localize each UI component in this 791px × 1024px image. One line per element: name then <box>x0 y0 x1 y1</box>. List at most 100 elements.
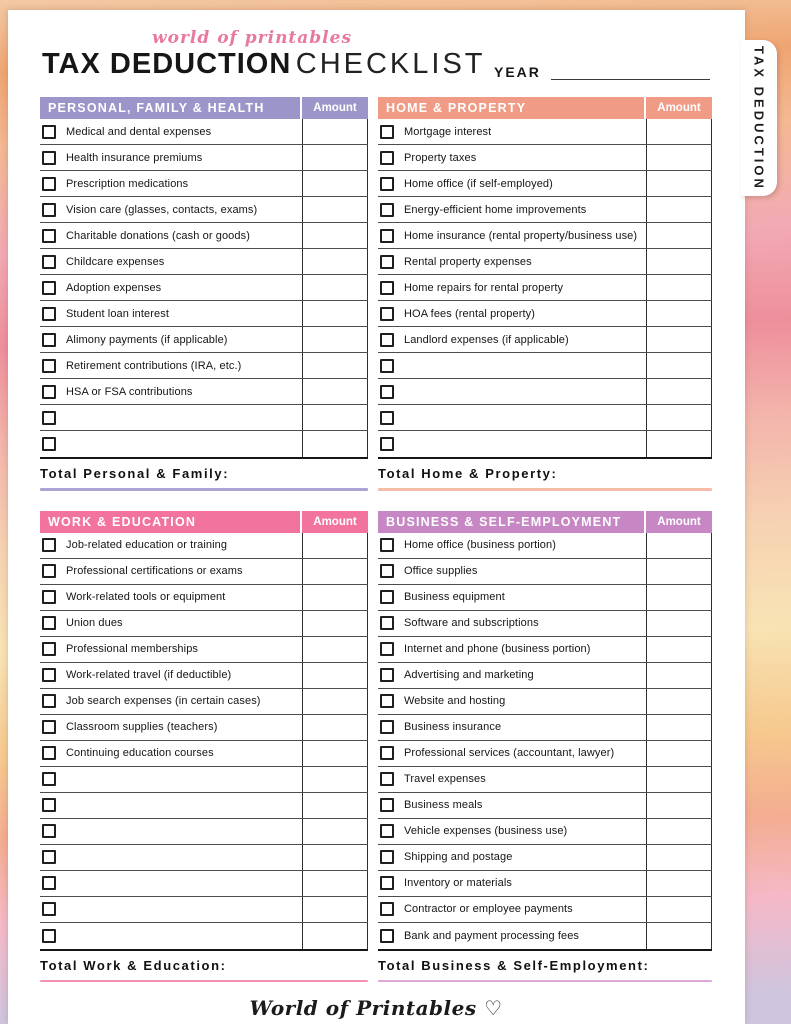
amount-cell[interactable] <box>646 792 712 818</box>
checkbox[interactable] <box>42 124 56 139</box>
amount-cell[interactable] <box>302 818 368 844</box>
checkbox[interactable] <box>380 437 394 451</box>
checkbox[interactable] <box>380 772 394 786</box>
amount-cell[interactable] <box>302 171 368 196</box>
amount-cell[interactable] <box>646 870 712 896</box>
amount-cell[interactable] <box>302 275 368 300</box>
total-underline[interactable] <box>378 979 712 982</box>
amount-cell[interactable] <box>302 610 368 636</box>
amount-cell[interactable] <box>646 379 712 404</box>
amount-cell[interactable] <box>646 327 712 352</box>
checkbox[interactable] <box>380 876 394 890</box>
amount-cell[interactable] <box>302 301 368 326</box>
checkbox[interactable] <box>42 772 56 786</box>
checkbox[interactable] <box>42 824 56 838</box>
checkbox[interactable] <box>42 228 56 243</box>
amount-cell[interactable] <box>302 584 368 610</box>
amount-cell[interactable] <box>646 818 712 844</box>
checkbox[interactable] <box>380 254 394 269</box>
checkbox[interactable] <box>380 176 394 191</box>
amount-cell[interactable] <box>302 223 368 248</box>
checkbox[interactable] <box>380 384 394 399</box>
amount-cell[interactable] <box>646 766 712 792</box>
total-underline[interactable] <box>40 979 368 982</box>
checkbox[interactable] <box>380 928 394 943</box>
checkbox[interactable] <box>42 358 56 373</box>
amount-cell[interactable] <box>646 922 712 949</box>
checkbox[interactable] <box>42 616 56 630</box>
amount-cell[interactable] <box>302 922 368 949</box>
checkbox[interactable] <box>42 850 56 864</box>
amount-cell[interactable] <box>302 532 368 558</box>
amount-cell[interactable] <box>302 662 368 688</box>
side-tab[interactable]: TAX DEDUCTION <box>741 40 777 196</box>
amount-cell[interactable] <box>646 301 712 326</box>
checkbox[interactable] <box>42 590 56 604</box>
checkbox[interactable] <box>380 564 394 578</box>
checkbox[interactable] <box>42 280 56 295</box>
checkbox[interactable] <box>380 228 394 243</box>
year-input-line[interactable] <box>550 64 710 80</box>
checkbox[interactable] <box>42 798 56 812</box>
checkbox[interactable] <box>380 150 394 165</box>
checkbox[interactable] <box>42 928 56 943</box>
checkbox[interactable] <box>380 590 394 604</box>
amount-cell[interactable] <box>302 145 368 170</box>
checkbox[interactable] <box>42 538 56 552</box>
amount-cell[interactable] <box>646 636 712 662</box>
amount-cell[interactable] <box>302 431 368 457</box>
checkbox[interactable] <box>42 746 56 760</box>
checkbox[interactable] <box>42 306 56 321</box>
amount-cell[interactable] <box>646 532 712 558</box>
checkbox[interactable] <box>42 176 56 191</box>
checkbox[interactable] <box>380 798 394 812</box>
amount-cell[interactable] <box>302 766 368 792</box>
checkbox[interactable] <box>42 642 56 656</box>
checkbox[interactable] <box>380 332 394 347</box>
amount-cell[interactable] <box>646 275 712 300</box>
checkbox[interactable] <box>42 384 56 399</box>
amount-cell[interactable] <box>302 792 368 818</box>
checkbox[interactable] <box>42 876 56 890</box>
checkbox[interactable] <box>380 410 394 425</box>
checkbox[interactable] <box>380 202 394 217</box>
amount-cell[interactable] <box>646 431 712 457</box>
amount-cell[interactable] <box>302 714 368 740</box>
checkbox[interactable] <box>42 668 56 682</box>
amount-cell[interactable] <box>302 896 368 922</box>
amount-cell[interactable] <box>302 688 368 714</box>
checkbox[interactable] <box>42 150 56 165</box>
checkbox[interactable] <box>380 824 394 838</box>
amount-cell[interactable] <box>302 636 368 662</box>
checkbox[interactable] <box>380 746 394 760</box>
amount-cell[interactable] <box>646 353 712 378</box>
amount-cell[interactable] <box>302 405 368 430</box>
amount-cell[interactable] <box>302 740 368 766</box>
amount-cell[interactable] <box>646 249 712 274</box>
checkbox[interactable] <box>380 694 394 708</box>
checkbox[interactable] <box>42 902 56 916</box>
amount-cell[interactable] <box>646 197 712 222</box>
checkbox[interactable] <box>380 306 394 321</box>
checkbox[interactable] <box>380 538 394 552</box>
checkbox[interactable] <box>380 720 394 734</box>
checkbox[interactable] <box>380 280 394 295</box>
amount-cell[interactable] <box>646 662 712 688</box>
amount-cell[interactable] <box>646 740 712 766</box>
amount-cell[interactable] <box>646 688 712 714</box>
amount-cell[interactable] <box>646 119 712 144</box>
total-underline[interactable] <box>378 488 712 491</box>
amount-cell[interactable] <box>646 223 712 248</box>
amount-cell[interactable] <box>302 353 368 378</box>
amount-cell[interactable] <box>646 405 712 430</box>
checkbox[interactable] <box>380 668 394 682</box>
checkbox[interactable] <box>42 694 56 708</box>
amount-cell[interactable] <box>646 844 712 870</box>
checkbox[interactable] <box>42 437 56 451</box>
amount-cell[interactable] <box>302 249 368 274</box>
amount-cell[interactable] <box>302 327 368 352</box>
checkbox[interactable] <box>42 332 56 347</box>
amount-cell[interactable] <box>646 714 712 740</box>
checkbox[interactable] <box>42 720 56 734</box>
checkbox[interactable] <box>42 410 56 425</box>
